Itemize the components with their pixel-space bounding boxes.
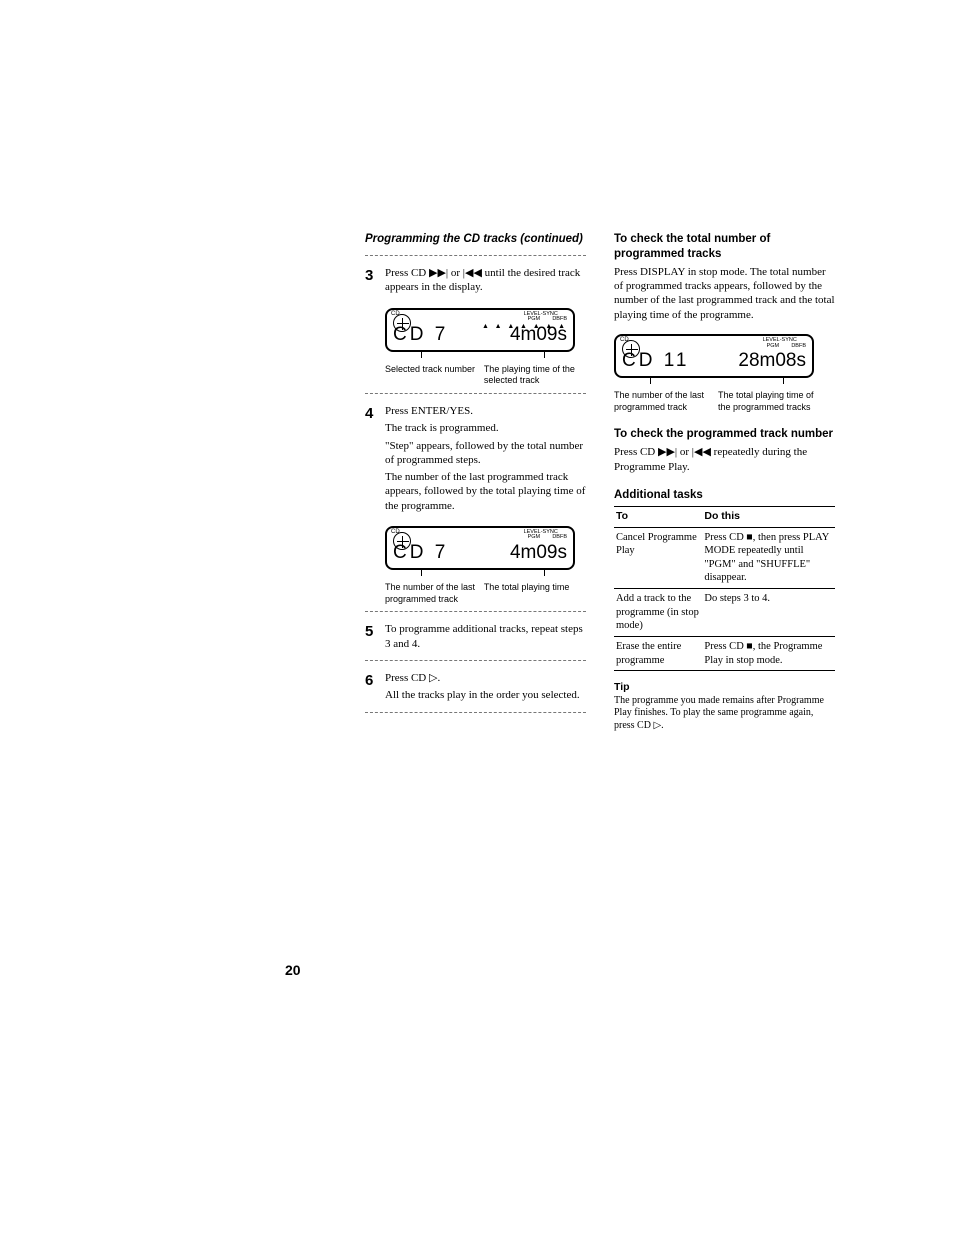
- step-number: 3: [365, 266, 385, 298]
- paragraph: Press CD ▶▶| or |◀◀ repeatedly during th…: [614, 445, 835, 474]
- divider: [365, 255, 586, 256]
- lcd-display: CD LEVEL-SYNC PGM DBFB CD 11 28m08s: [614, 334, 814, 378]
- table-row: Add a track to the programme (in stop mo…: [614, 589, 835, 637]
- divider: [365, 712, 586, 713]
- step-body: Press CD ▷. All the tracks play in the o…: [385, 671, 586, 706]
- lcd-display: CD LEVEL-SYNC PGM DBFB ▲ ▲ ▲ ▲ ▲ ▲ ▲ CD …: [385, 308, 575, 352]
- annot-pgm: PGM: [767, 343, 780, 349]
- caption-left: Selected track number: [385, 364, 476, 387]
- caption-right: The total playing time of the programmed…: [718, 390, 814, 413]
- lcd-main-row: CD 11 28m08s: [622, 349, 806, 374]
- pointer-lines: [614, 378, 814, 384]
- subheading-check-number: To check the programmed track number: [614, 427, 835, 442]
- lcd-captions: Selected track number The playing time o…: [385, 364, 575, 387]
- step-number: 6: [365, 671, 385, 706]
- two-column-layout: Programming the CD tracks (continued) 3 …: [365, 232, 835, 732]
- caption-right: The total playing time: [484, 582, 575, 605]
- caption-left: The number of the last programmed track: [385, 582, 476, 605]
- disc-icon: [393, 314, 411, 332]
- step-text: To programme additional tracks, repeat s…: [385, 622, 586, 651]
- cell: Press CD ■, the Programme Play in stop m…: [702, 637, 835, 671]
- step-body: Press ENTER/YES. The track is programmed…: [385, 404, 586, 516]
- lcd-captions: The number of the last programmed track …: [614, 390, 814, 413]
- step-p2: "Step" appears, followed by the total nu…: [385, 439, 586, 468]
- lcd-main-row: CD 7 4m09s: [393, 541, 567, 566]
- step-4: 4 Press ENTER/YES. The track is programm…: [365, 404, 586, 516]
- page-content: Programming the CD tracks (continued) 3 …: [365, 232, 835, 732]
- divider: [365, 393, 586, 394]
- subheading-additional-tasks: Additional tasks: [614, 488, 835, 503]
- divider: [365, 611, 586, 612]
- caption-right: The playing time of the selected track: [484, 364, 575, 387]
- disc-icon: [622, 340, 640, 358]
- annot-dbfb: DBFB: [791, 343, 806, 349]
- step-p3: The number of the last programmed track …: [385, 470, 586, 513]
- pointer-lines: [385, 352, 575, 358]
- th-do: Do this: [702, 506, 835, 527]
- caption-left: The number of the last programmed track: [614, 390, 710, 413]
- lcd-right-value: 4m09s: [510, 541, 567, 566]
- cell: Add a track to the programme (in stop mo…: [614, 589, 702, 637]
- table-row: Erase the entire programme Press CD ■, t…: [614, 637, 835, 671]
- lcd-figure-2: CD LEVEL-SYNC PGM DBFB CD 7 4m09s The nu…: [385, 526, 575, 605]
- th-to: To: [614, 506, 702, 527]
- annot-dbfb: DBFB: [552, 534, 567, 540]
- cell: Press CD ■, then press PLAY MODE repeate…: [702, 527, 835, 589]
- step-body: To programme additional tracks, repeat s…: [385, 622, 586, 654]
- step-6: 6 Press CD ▷. All the tracks play in the…: [365, 671, 586, 706]
- cell: Do steps 3 to 4.: [702, 589, 835, 637]
- step-text: Press CD ▶▶| or |◀◀ until the desired tr…: [385, 266, 586, 295]
- step-number: 4: [365, 404, 385, 516]
- step-3: 3 Press CD ▶▶| or |◀◀ until the desired …: [365, 266, 586, 298]
- lcd-annotations: LEVEL-SYNC PGM DBFB: [524, 530, 567, 541]
- tip-body: The programme you made remains after Pro…: [614, 695, 835, 733]
- table-row: Cancel Programme Play Press CD ■, then p…: [614, 527, 835, 589]
- tip-heading: Tip: [614, 681, 835, 695]
- lcd-display: CD LEVEL-SYNC PGM DBFB CD 7 4m09s: [385, 526, 575, 570]
- pointer-lines: [385, 570, 575, 576]
- step-lead: Press CD ▷.: [385, 671, 586, 685]
- step-p1: All the tracks play in the order you sel…: [385, 688, 586, 702]
- tick-marks: ▲ ▲ ▲ ▲ ▲ ▲ ▲: [482, 322, 567, 331]
- section-title: Programming the CD tracks (continued): [365, 232, 586, 247]
- step-body: Press CD ▶▶| or |◀◀ until the desired tr…: [385, 266, 586, 298]
- paragraph: Press DISPLAY in stop mode. The total nu…: [614, 265, 835, 322]
- lcd-figure-right: CD LEVEL-SYNC PGM DBFB CD 11 28m08s The …: [614, 334, 814, 413]
- lcd-figure-1: CD LEVEL-SYNC PGM DBFB ▲ ▲ ▲ ▲ ▲ ▲ ▲ CD …: [385, 308, 575, 387]
- divider: [365, 660, 586, 661]
- step-lead: Press ENTER/YES.: [385, 404, 586, 418]
- step-number: 5: [365, 622, 385, 654]
- lcd-annotations: LEVEL-SYNC PGM DBFB: [763, 338, 806, 349]
- tasks-table: To Do this Cancel Programme Play Press C…: [614, 506, 835, 671]
- left-column: Programming the CD tracks (continued) 3 …: [365, 232, 586, 732]
- step-5: 5 To programme additional tracks, repeat…: [365, 622, 586, 654]
- lcd-right-value: 28m08s: [738, 349, 806, 374]
- right-column: To check the total number of programmed …: [614, 232, 835, 732]
- step-p1: The track is programmed.: [385, 421, 586, 435]
- subheading-check-total: To check the total number of programmed …: [614, 232, 835, 262]
- lcd-captions: The number of the last programmed track …: [385, 582, 575, 605]
- disc-icon: [393, 532, 411, 550]
- cell: Erase the entire programme: [614, 637, 702, 671]
- cell: Cancel Programme Play: [614, 527, 702, 589]
- annot-pgm: PGM: [528, 534, 541, 540]
- page-number: 20: [285, 962, 301, 978]
